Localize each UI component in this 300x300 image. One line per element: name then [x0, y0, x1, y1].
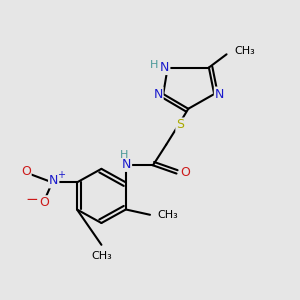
Text: H: H — [150, 60, 159, 70]
Text: O: O — [21, 165, 31, 178]
Text: O: O — [40, 196, 50, 209]
Text: N: N — [215, 88, 224, 100]
Text: CH₃: CH₃ — [234, 46, 255, 56]
Text: CH₃: CH₃ — [91, 251, 112, 261]
Text: CH₃: CH₃ — [158, 210, 178, 220]
Text: H: H — [120, 150, 129, 160]
Text: −: − — [25, 192, 38, 207]
Text: N: N — [160, 61, 169, 74]
Text: N: N — [122, 158, 131, 171]
Text: +: + — [57, 170, 65, 180]
Text: S: S — [176, 118, 184, 131]
Text: N: N — [49, 174, 58, 188]
Text: O: O — [180, 167, 190, 179]
Text: N: N — [153, 88, 163, 100]
